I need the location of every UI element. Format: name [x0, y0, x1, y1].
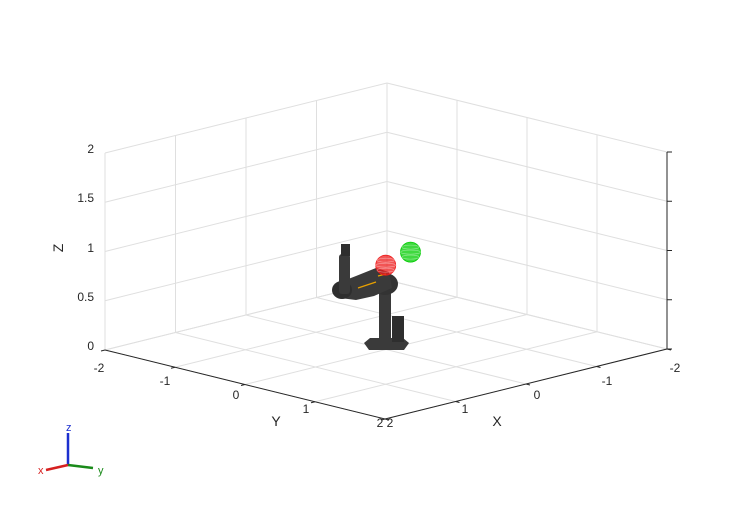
- x-tick-mark: [384, 418, 390, 421]
- x-tick-label-0: 2: [387, 416, 394, 430]
- wall-grid-line: [386, 279, 668, 350]
- z-axis-label: Z: [50, 243, 66, 252]
- y-tick-mark: [170, 366, 176, 369]
- x-tick-mark: [666, 348, 672, 351]
- x-tick-mark: [596, 366, 601, 368]
- x-tick-label-3: -1: [602, 374, 613, 388]
- z-tick-label-0: 0: [87, 339, 94, 353]
- marker-mesh-line: [401, 244, 420, 250]
- triad-x-label: x: [38, 465, 44, 477]
- wall-grid-line: [386, 181, 668, 251]
- robot-forearm: [339, 254, 350, 294]
- marker-sphere: [400, 241, 421, 263]
- robot-accent-line: [357, 281, 377, 289]
- y-tick-mark: [310, 401, 316, 404]
- grid-lines: [104, 82, 668, 420]
- floor-grid-line: [174, 296, 458, 368]
- wall-grid-line: [104, 230, 388, 302]
- y-tick-label-4: 2: [377, 416, 384, 430]
- y-tick-mark: [380, 418, 386, 421]
- z-tick-label-1: 0.5: [77, 290, 94, 304]
- wall-grid-line: [104, 131, 388, 203]
- y-axis-label: Y: [271, 413, 281, 429]
- robot-link-lower: [379, 288, 391, 344]
- robot-wrist: [341, 244, 350, 256]
- marker-mesh-line: [400, 249, 421, 255]
- axes-triad: z y x: [38, 422, 104, 477]
- marker-sphere: [375, 254, 397, 276]
- robot-base-block: [392, 316, 404, 342]
- z-tick-label-3: 1.5: [77, 191, 94, 205]
- y-tick-mark: [240, 384, 246, 386]
- robot-arm: [332, 244, 409, 350]
- y-tick-label-3: 1: [303, 402, 310, 416]
- triad-z-label: z: [66, 422, 72, 434]
- marker-mesh-line: [376, 257, 395, 263]
- axis-lines: [100, 151, 672, 421]
- y-tick-label-2: 0: [233, 388, 240, 402]
- x-tick-mark: [455, 401, 460, 403]
- wall-grid-line: [386, 131, 668, 202]
- x-tick-mark: [525, 383, 531, 386]
- wall-grid-line: [386, 230, 668, 301]
- y-tick-label-0: -2: [94, 361, 105, 375]
- x-tick-label-1: 1: [462, 402, 469, 416]
- floor-grid-line: [316, 297, 597, 367]
- wall-grid-line: [104, 82, 388, 154]
- z-tick-label-4: 2: [87, 142, 94, 156]
- marker-mesh-line: [401, 254, 420, 260]
- marker-mesh-line: [375, 262, 397, 268]
- target-marker-1: [375, 254, 397, 276]
- triad-x-line: [45, 463, 69, 472]
- x-tick-label-4: -2: [670, 361, 681, 375]
- x-tick-label-2: 0: [534, 388, 541, 402]
- triad-y-label: y: [98, 465, 104, 477]
- marker-mesh-line: [376, 267, 395, 273]
- wall-grid-line: [104, 181, 388, 252]
- target-markers: [375, 241, 421, 276]
- y-tick-label-1: -1: [160, 374, 171, 388]
- wall-grid-line: [386, 82, 668, 153]
- triad-y-line: [67, 463, 94, 470]
- x-axis-label: X: [492, 413, 502, 429]
- z-tick-label-2: 1: [87, 241, 94, 255]
- target-marker-0: [400, 241, 421, 263]
- y-tick-mark: [100, 349, 106, 352]
- tick-labels: 0 0.5 1 1.5 2 -2 -1 0 1 2 2 1 0 -1 -2: [77, 142, 680, 430]
